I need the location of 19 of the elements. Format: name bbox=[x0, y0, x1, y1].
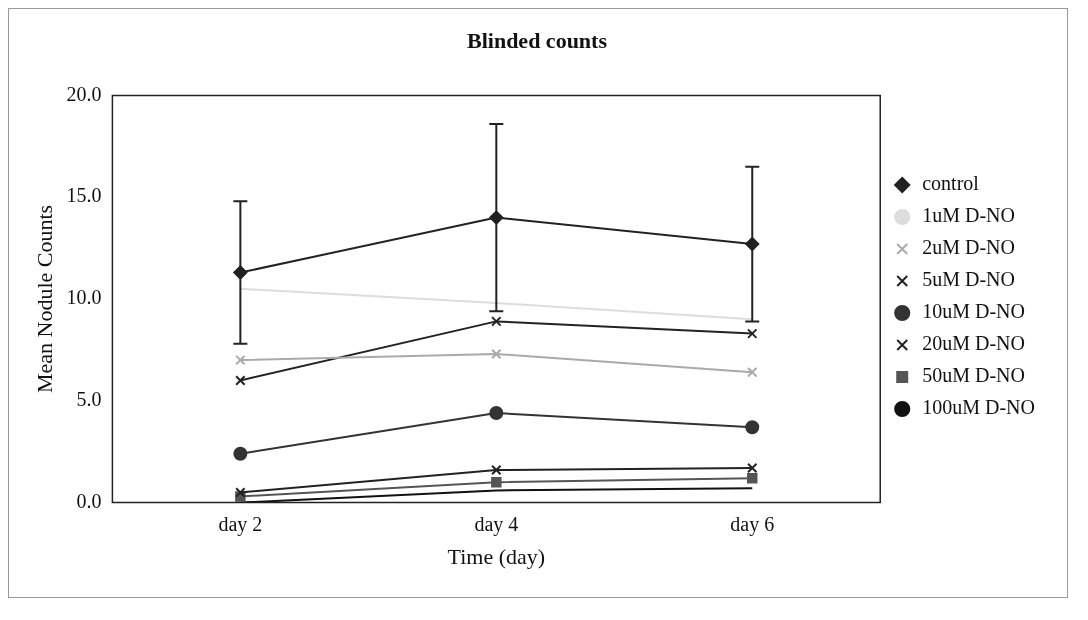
x-axis-title: Time (day) bbox=[447, 543, 546, 569]
legend-label: 100uM D-NO bbox=[922, 396, 1036, 419]
chart-title: Blinded counts bbox=[467, 27, 608, 53]
legend-label: 50uM D-NO bbox=[922, 364, 1026, 387]
legend-label: 5uM D-NO bbox=[922, 268, 1016, 291]
legend-label: 1uM D-NO bbox=[922, 204, 1016, 227]
x-tick-label: day 6 bbox=[730, 512, 775, 536]
legend-label: 2uM D-NO bbox=[922, 236, 1016, 259]
y-tick-label: 15.0 bbox=[66, 184, 102, 207]
y-tick-label: 20.0 bbox=[66, 82, 102, 105]
legend-label: 20uM D-NO bbox=[922, 332, 1026, 355]
y-tick-label: 5.0 bbox=[76, 388, 102, 411]
x-tick-label: day 2 bbox=[218, 512, 263, 536]
y-axis-title: Mean Nodule Counts bbox=[31, 204, 57, 394]
y-tick-label: 10.0 bbox=[66, 286, 102, 309]
y-tick-label: 0.0 bbox=[76, 489, 102, 512]
legend-label: 10uM D-NO bbox=[922, 300, 1026, 323]
legend-label: control bbox=[922, 172, 980, 195]
x-tick-label: day 4 bbox=[474, 512, 519, 536]
